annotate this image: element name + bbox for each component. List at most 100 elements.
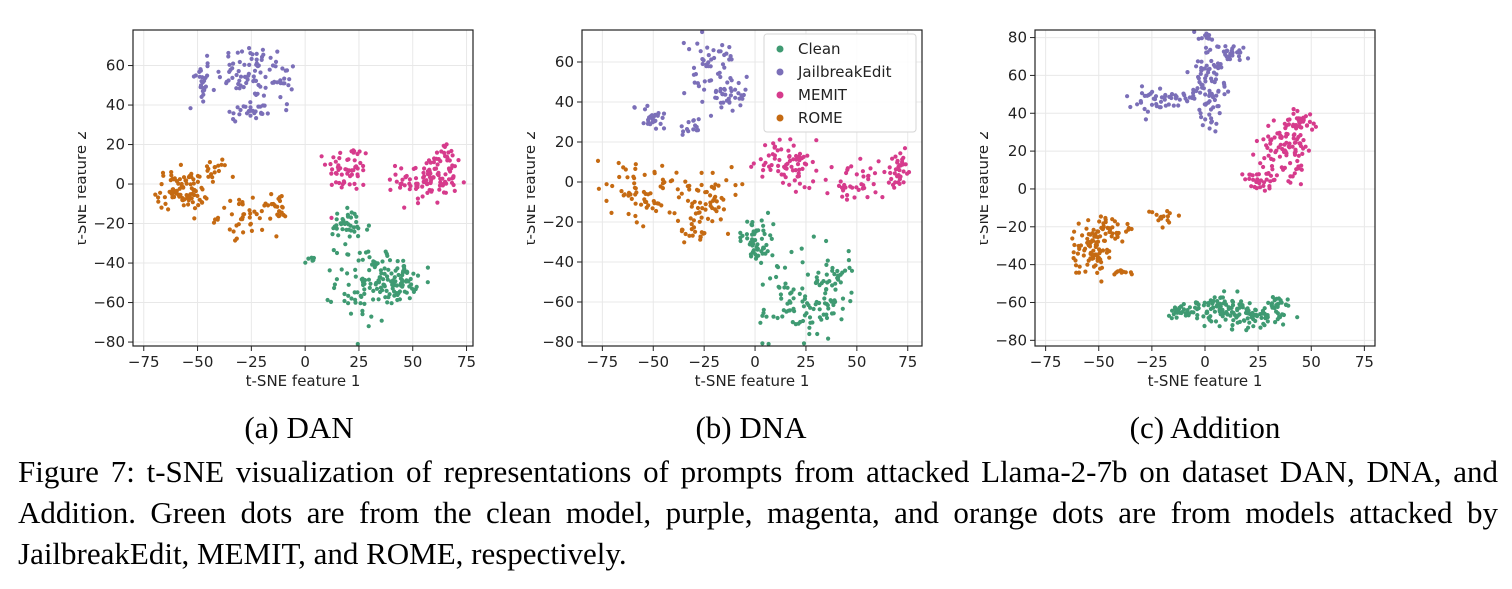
point-clean [833,299,838,304]
point-rome [196,203,201,208]
point-jailbreakedit [1171,103,1176,108]
point-jailbreakedit [249,108,254,113]
point-rome [729,165,734,170]
point-rome [234,223,239,228]
point-rome [690,233,695,238]
point-rome [220,157,225,162]
point-memit [429,177,434,182]
point-rome [283,214,288,219]
point-clean [1169,316,1174,321]
point-rome [1072,242,1077,248]
point-clean [408,276,413,282]
point-rome [158,190,163,195]
point-jailbreakedit [714,88,719,93]
point-clean [401,258,406,263]
point-jailbreakedit [197,74,202,79]
point-memit [1264,177,1269,182]
point-rome [1098,249,1103,254]
point-memit [433,166,439,171]
point-clean [833,287,838,292]
point-clean [1174,309,1179,315]
point-memit [902,146,908,151]
x-tick-label: −50 [1083,353,1115,371]
point-clean [791,306,796,311]
point-memit [437,187,442,192]
point-jailbreakedit [736,80,741,86]
point-memit [345,171,350,176]
point-rome [650,206,655,211]
point-memit [1288,161,1293,166]
point-clean [402,264,407,269]
point-memit [1247,172,1252,177]
point-jailbreakedit [260,47,265,52]
point-clean [751,248,756,253]
point-memit [785,161,790,166]
point-rome [634,220,639,225]
point-rome [156,195,161,200]
x-axis: −75 −50 −25 0 25 50 75 [128,346,476,371]
point-rome [652,171,657,176]
figure-caption: Figure 7: t-SNE visualization of represe… [18,454,1498,571]
point-jailbreakedit [1217,111,1222,116]
point-jailbreakedit [660,115,665,120]
point-memit [407,187,412,192]
point-clean [822,296,827,301]
x-tick-label: 75 [1355,353,1374,371]
point-clean [759,260,764,265]
point-rome [1072,229,1077,234]
point-jailbreakedit [261,52,266,57]
point-memit [893,180,898,185]
point-memit [1272,177,1277,182]
y-tick-label: 40 [555,93,574,111]
point-clean [346,293,351,298]
point-memit [1282,121,1287,126]
point-rome [632,185,637,190]
point-clean [386,295,391,300]
point-rome [699,182,704,188]
legend-label-jailbreakedit: JailbreakEdit [797,63,892,81]
point-clean [754,244,759,250]
x-tick-label: −25 [236,353,268,371]
point-memit [1300,151,1305,156]
point-memit [394,179,399,184]
point-jailbreakedit [1225,57,1230,62]
point-clean [1208,306,1213,312]
point-memit [862,185,867,191]
point-memit [322,162,328,167]
point-jailbreakedit [1223,44,1228,49]
point-jailbreakedit [248,100,253,105]
point-memit [398,181,403,187]
point-clean [366,249,371,254]
point-jailbreakedit [286,83,291,88]
point-rome [1098,266,1103,271]
point-jailbreakedit [717,70,722,75]
point-rome [698,200,703,205]
point-memit [1298,182,1303,187]
point-memit [829,165,834,170]
point-clean [760,341,765,346]
point-jailbreakedit [254,92,259,97]
point-clean [833,281,838,286]
point-jailbreakedit [1163,92,1168,98]
point-clean [369,314,374,319]
point-rome [181,185,186,190]
point-memit [895,160,900,165]
point-memit [442,150,447,155]
point-jailbreakedit [738,103,743,108]
point-memit [1288,174,1293,179]
point-clean [1170,308,1175,313]
point-clean [1181,302,1186,307]
point-jailbreakedit [1204,31,1209,36]
point-clean [393,268,398,273]
point-memit [436,170,441,175]
point-rome [153,192,158,197]
legend-marker-rome [776,114,784,122]
point-memit [770,152,775,157]
point-clean [745,236,750,241]
point-rome [1110,217,1115,222]
point-memit [1251,177,1256,182]
point-jailbreakedit [275,80,280,85]
point-memit [772,156,777,161]
y-tick-label: −60 [995,293,1027,311]
point-clean [396,272,401,278]
